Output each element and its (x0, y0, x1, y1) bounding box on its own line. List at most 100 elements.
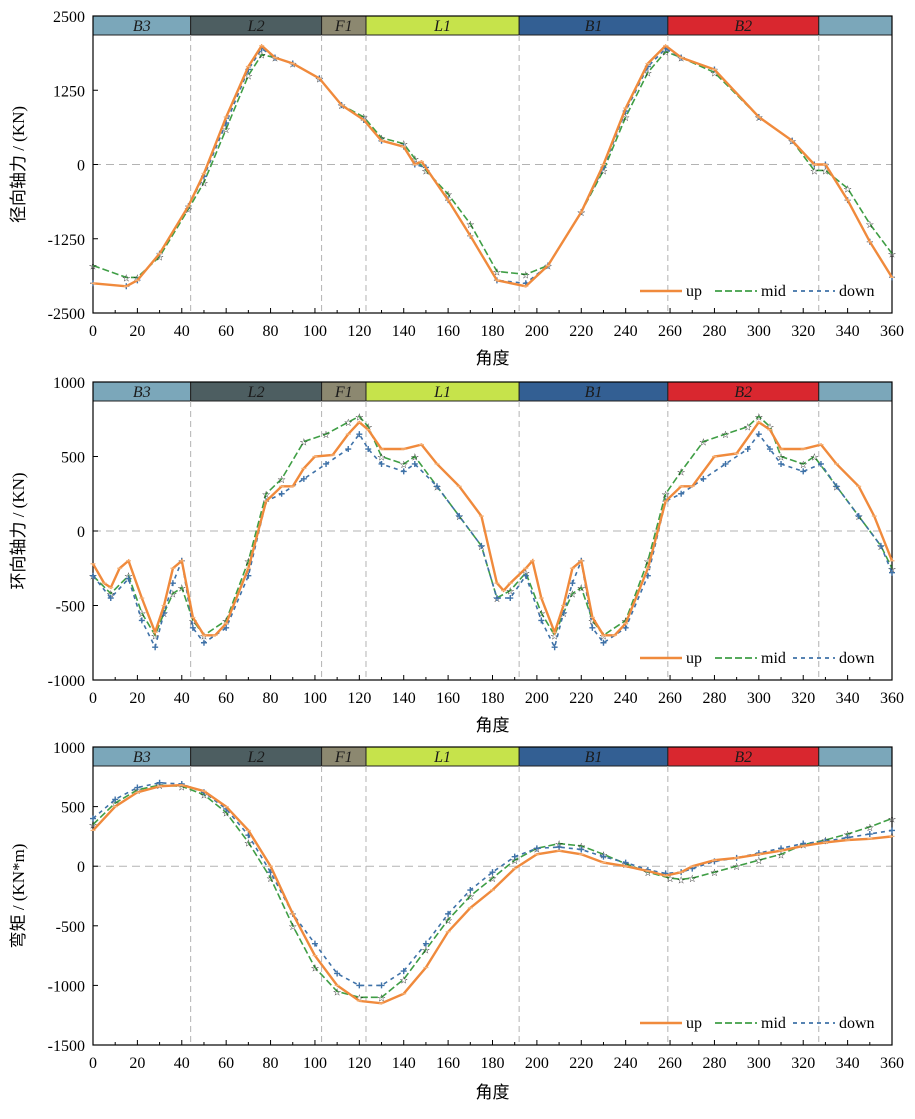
series-down-point (817, 460, 824, 467)
y-tick-label: 500 (61, 800, 85, 817)
series-mid-point: ☆ (89, 261, 98, 272)
series-down-point (489, 869, 496, 876)
x-tick-label: 40 (174, 690, 190, 707)
series-down-line (92, 47, 893, 288)
x-tick-label: 280 (702, 690, 726, 707)
series-down-point (766, 446, 773, 453)
x-tick-label: 340 (836, 323, 860, 340)
series-mid-point: ☆ (177, 782, 186, 793)
x-tick-label: 140 (392, 1055, 416, 1072)
series-mid-point: ☆ (151, 631, 160, 642)
x-tick-label: 300 (747, 1055, 771, 1072)
series-down-point (622, 859, 629, 866)
series-down-point (169, 580, 176, 587)
segment-end (818, 15, 893, 36)
series-down-point (522, 572, 529, 579)
y-tick-label: 1250 (53, 83, 85, 100)
series-mid-point: ☆ (754, 856, 763, 867)
series-mid-point: ☆ (184, 205, 193, 216)
x-tick-label: 280 (702, 323, 726, 340)
series-mid-point: ☆ (188, 616, 197, 627)
x-tick-label: 160 (436, 1055, 460, 1072)
y-axis-label: 环向轴力 / (KN) (9, 472, 28, 589)
series-down-point (323, 460, 330, 467)
legend-mid-label: mid (761, 650, 786, 667)
series-down-point (378, 982, 385, 989)
series-mid-point: ☆ (721, 430, 730, 441)
series-mid-point: ☆ (322, 430, 331, 441)
series-mid-point: ☆ (506, 587, 515, 598)
series-down-point (278, 490, 285, 497)
series-down-point (622, 624, 629, 631)
x-tick-label: 120 (347, 1055, 371, 1072)
x-tick-label: 340 (836, 690, 860, 707)
x-tick-label: 360 (880, 1055, 904, 1072)
series-mid-point: ☆ (754, 412, 763, 423)
series-down-point (356, 431, 363, 438)
x-tick-label: 180 (481, 690, 505, 707)
series-mid-point: ☆ (568, 590, 577, 601)
series-down-point (125, 575, 132, 582)
x-tick-label: 240 (614, 323, 638, 340)
series-down-point (507, 595, 514, 602)
x-tick-label: 200 (525, 323, 549, 340)
series-mid-point: ☆ (288, 922, 297, 933)
series-down-point (152, 644, 159, 651)
series-down-point (600, 853, 607, 860)
x-tick-label: 120 (347, 323, 371, 340)
x-tick-label: 360 (880, 690, 904, 707)
x-tick-label: 320 (791, 323, 815, 340)
series-mid-point: ☆ (699, 438, 708, 449)
series-down-point (200, 639, 207, 646)
series-mid-point: ☆ (333, 987, 342, 998)
series-down-point (365, 446, 372, 453)
series-mid-point: ☆ (492, 267, 501, 278)
series-down-point (334, 970, 341, 977)
series-mid-line (92, 784, 893, 999)
x-tick-label: 140 (392, 690, 416, 707)
x-tick-label: 220 (569, 1055, 593, 1072)
series-mid-point: ☆ (410, 155, 419, 166)
series-down-point (400, 968, 407, 975)
series-mid-point: ☆ (444, 916, 453, 927)
series-mid-point: ☆ (677, 467, 686, 478)
series-mid-point: ☆ (266, 874, 275, 885)
series-mid-point: ☆ (777, 850, 786, 861)
x-tick-label: 20 (129, 1055, 145, 1072)
series-down-point (533, 845, 540, 852)
series-mid-point: ☆ (537, 609, 546, 620)
series-mid-point: ☆ (466, 892, 475, 903)
x-tick-label: 180 (481, 323, 505, 340)
series-mid-point: ☆ (643, 68, 652, 79)
series-mid-point: ☆ (355, 412, 364, 423)
x-tick-label: 180 (481, 1055, 505, 1072)
x-axis-label: 角度 (476, 349, 510, 368)
y-tick-label: -2500 (48, 306, 85, 323)
segment-label: L1 (433, 384, 451, 401)
series-down-point (600, 639, 607, 646)
x-tick-label: 20 (129, 690, 145, 707)
x-tick-label: 160 (436, 323, 460, 340)
series-mid-point: ☆ (111, 799, 120, 810)
series-down-point (400, 468, 407, 475)
series-mid-point: ☆ (599, 166, 608, 177)
y-tick-label: 1000 (53, 375, 85, 392)
y-tick-label: -1000 (48, 978, 85, 995)
legend-up-label: up (686, 283, 702, 300)
series-mid-point: ☆ (661, 490, 670, 501)
series-mid-point: ☆ (155, 253, 164, 264)
series-down-point (223, 624, 230, 631)
y-axis-label: 径向轴力 / (KN) (9, 106, 28, 223)
series-mid-point: ☆ (222, 125, 231, 136)
y-tick-label: -1500 (48, 1038, 85, 1055)
series-down-point (877, 542, 884, 549)
series-down-point (189, 624, 196, 631)
series-mid-point: ☆ (521, 270, 530, 281)
series-mid-point: ☆ (577, 584, 586, 595)
panel-1: B3 L2 F1 L1 B1 B2 0 20 40 60 80 100 120 140 160 180 200 2… (9, 9, 904, 368)
series-mid-point: ☆ (765, 423, 774, 434)
legend-down-label: down (839, 650, 875, 667)
segment-label: B3 (133, 384, 151, 401)
series-mid-point: ☆ (661, 48, 670, 59)
